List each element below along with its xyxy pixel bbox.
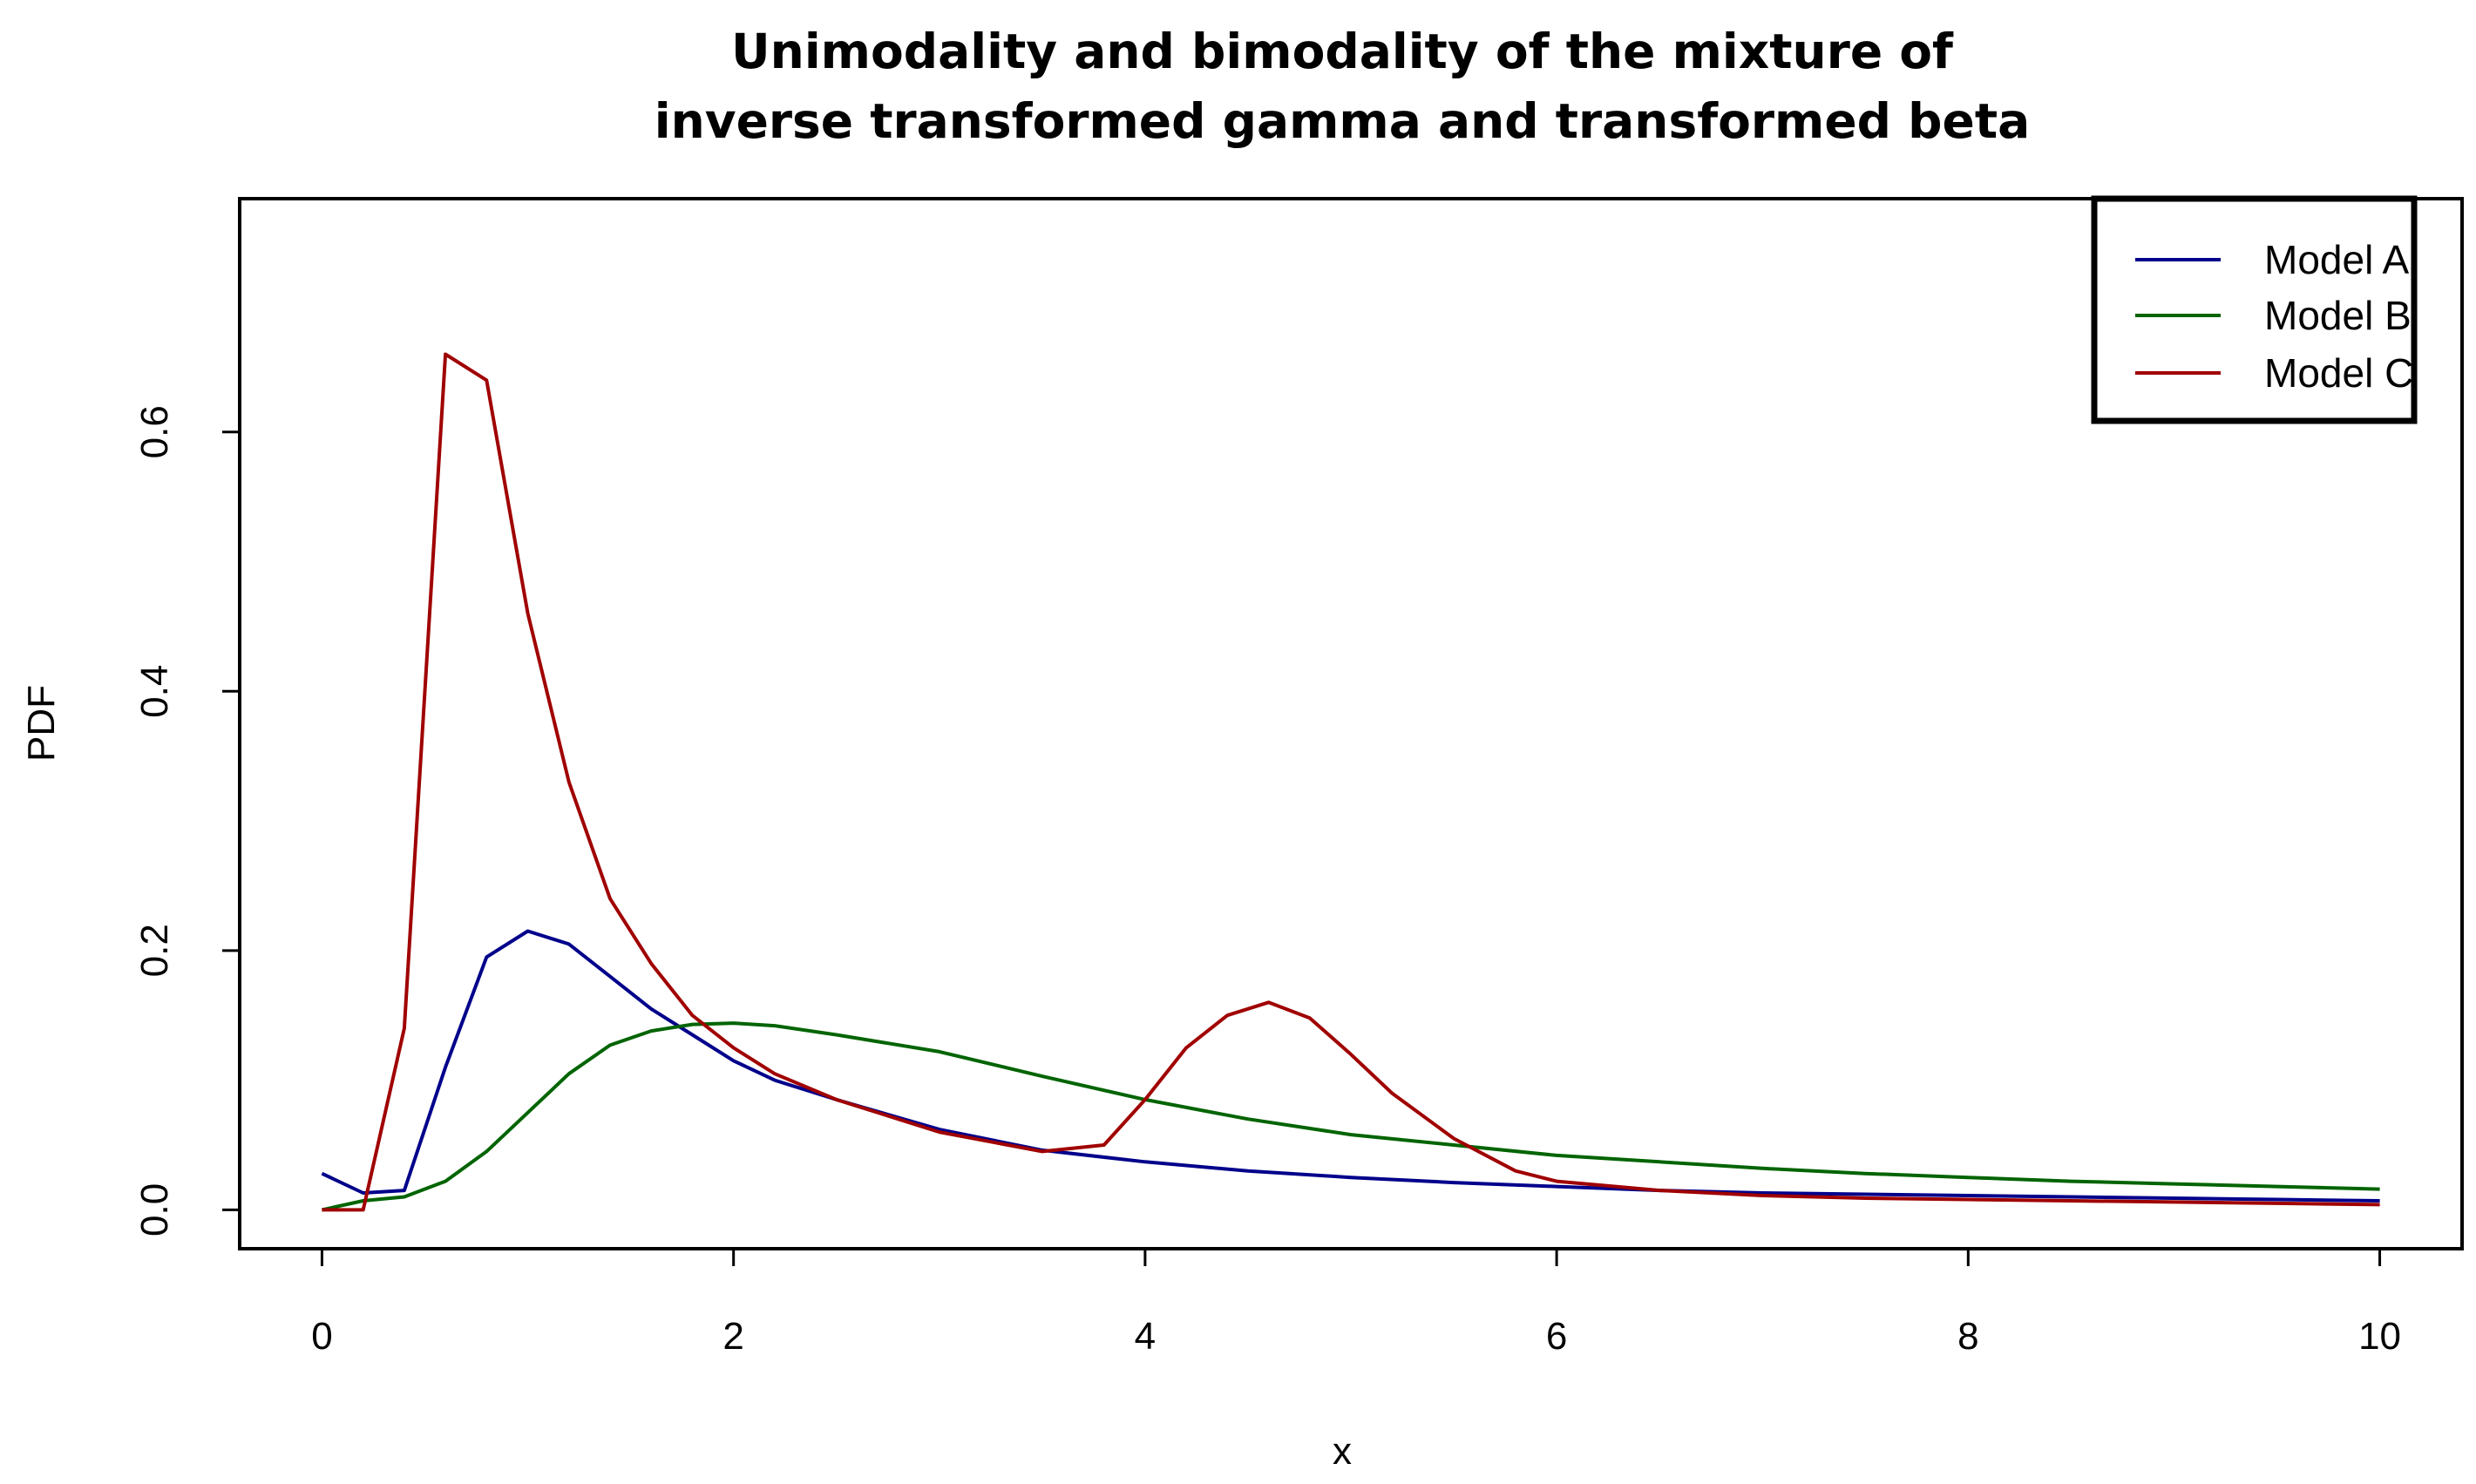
- x-axis-title: x: [1333, 1430, 1352, 1473]
- y-tick-label: 0.4: [133, 665, 176, 718]
- series-line-model-b: [321, 1021, 2380, 1212]
- y-axis-title: PDF: [20, 685, 63, 762]
- x-axis: 0 2 4 6 8 10: [311, 1247, 2401, 1358]
- legend-label: Model C: [2264, 350, 2413, 396]
- x-tick-label: 0: [311, 1315, 332, 1358]
- legend-box: [2091, 195, 2418, 424]
- y-tick-label: 0.6: [133, 405, 176, 458]
- x-tick-label: 4: [1135, 1315, 1156, 1358]
- series-layer: [321, 352, 2380, 1212]
- x-tick-label: 6: [1546, 1315, 1567, 1358]
- series-line-model-c: [322, 352, 2380, 1212]
- chart-title-line-2: inverse transformed gamma and transforme…: [655, 93, 2030, 149]
- y-axis: 0.0 0.2 0.4 0.6: [133, 405, 241, 1237]
- chart-title-line-1: Unimodality and bimodality of the mixtur…: [731, 24, 1954, 79]
- x-tick-label: 2: [722, 1315, 743, 1358]
- series-line-model-a: [321, 929, 2380, 1203]
- x-tick-label: 8: [1957, 1315, 1978, 1358]
- y-tick-label: 0.0: [133, 1183, 176, 1237]
- x-tick-label: 10: [2358, 1315, 2401, 1358]
- legend: Model A Model B Model C: [2091, 195, 2418, 424]
- y-tick-label: 0.2: [133, 924, 176, 977]
- legend-label: Model B: [2264, 293, 2412, 338]
- legend-label: Model A: [2264, 237, 2410, 282]
